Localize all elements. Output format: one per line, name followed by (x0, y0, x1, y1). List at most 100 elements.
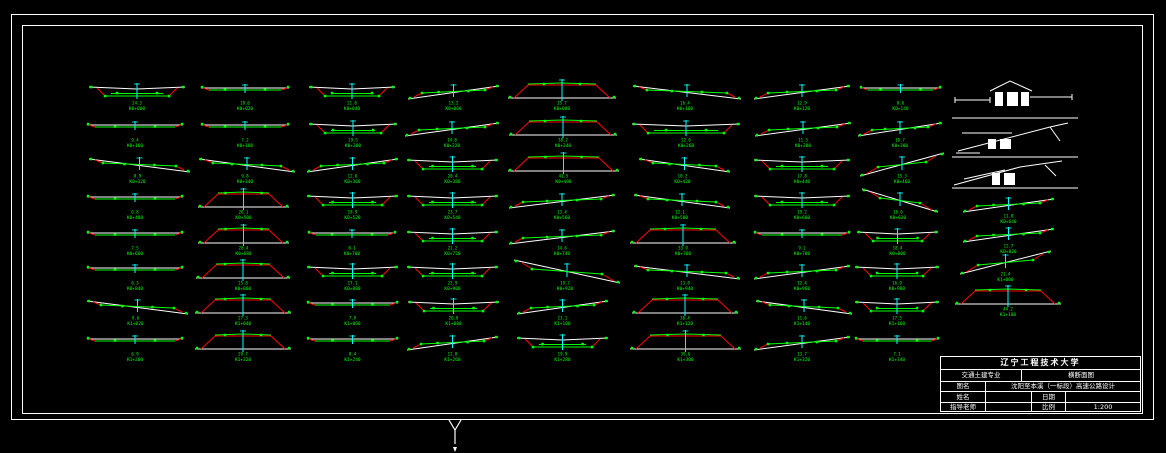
cross-section[interactable]: 8.1K0+700 (304, 222, 400, 260)
cross-section[interactable]: 12.6K0+360 (303, 150, 402, 188)
cross-section[interactable]: 20.4K0+380 (403, 150, 502, 188)
cross-section[interactable]: 12.8K1+260 (403, 328, 502, 366)
cross-section[interactable]: 18.9K0+520 (303, 186, 402, 224)
cross-section[interactable]: 19.5K0+200 (305, 114, 401, 152)
cross-section[interactable]: 35.7K0+080 (504, 77, 620, 115)
cross-section[interactable]: 16.9K0+980 (851, 257, 943, 295)
svg-text:K0+660: K0+660 (127, 251, 144, 257)
cross-section[interactable]: 23.7K0+540 (403, 186, 502, 224)
svg-text:K1+180: K1+180 (1000, 312, 1017, 318)
svg-text:9.2: 9.2 (798, 246, 806, 251)
cross-section[interactable]: 13.1K1+100 (513, 292, 612, 330)
cross-section[interactable]: 10.7K0+300 (854, 114, 946, 152)
svg-text:12.9: 12.9 (797, 101, 807, 106)
cross-section[interactable]: 6.8K0+480 (83, 186, 187, 224)
cross-section[interactable]: 18.6K0+020 (197, 77, 293, 115)
cross-section[interactable]: 33.9K0+760 (626, 222, 740, 260)
cross-section[interactable]: 11.6K1+140 (750, 292, 854, 330)
cross-section[interactable]: 25.8K0+860 (192, 257, 294, 295)
cross-section[interactable]: 36.4K1+120 (628, 292, 742, 330)
cross-section[interactable]: 26.1K0+500 (194, 186, 293, 224)
drawing-name-label: 图名 (956, 382, 970, 391)
name-label: 姓名 (956, 392, 970, 401)
cross-section[interactable]: 12.1K0+580 (628, 186, 732, 224)
svg-text:K1+020: K1+020 (127, 321, 144, 327)
cross-section[interactable]: 44.2K1+180 (951, 283, 1065, 321)
cross-section[interactable]: 24.3K0+000 (85, 77, 189, 115)
cross-section[interactable]: 11.8K0+640 (959, 190, 1058, 228)
advisor-value (985, 403, 1031, 411)
cross-section[interactable]: 17.8K0+440 (750, 150, 854, 188)
cross-section[interactable]: 6.3K0+840 (83, 257, 187, 295)
svg-text:6.8: 6.8 (131, 210, 139, 215)
cross-section[interactable]: 21.8K0+040 (305, 77, 399, 115)
cross-section[interactable]: 38.2K0+240 (505, 114, 621, 152)
svg-text:K0+900: K0+900 (444, 286, 461, 292)
cross-section[interactable]: 27.3K1+040 (191, 292, 295, 330)
svg-text:K1+220: K1+220 (235, 357, 252, 363)
svg-text:K0+640: K0+640 (1000, 219, 1017, 225)
cross-section[interactable]: 12.4K0+960 (750, 257, 854, 295)
cross-section[interactable]: 7.2K0+180 (197, 114, 293, 152)
cross-section[interactable]: 41.5K0+400 (504, 150, 623, 188)
cross-section[interactable]: 20.8K1+080 (404, 292, 503, 330)
cross-section[interactable]: 21.2K0+720 (403, 222, 502, 260)
cross-section[interactable]: 13.2K0+060 (404, 77, 503, 115)
cross-section[interactable]: 10.2K0+420 (633, 150, 732, 188)
cross-section[interactable]: 9.4K0+160 (83, 114, 187, 152)
svg-text:K1+060: K1+060 (344, 321, 361, 327)
svg-text:K0+360: K0+360 (344, 179, 361, 185)
svg-text:28.4: 28.4 (238, 246, 248, 251)
cross-section[interactable]: 28.4K0+680 (194, 222, 293, 260)
cross-section[interactable]: 39.6K1+300 (626, 328, 745, 366)
cross-section[interactable]: 21.4K1+000 (956, 248, 1055, 286)
cross-section[interactable]: 18.4K0+800 (853, 222, 942, 260)
cross-section[interactable]: 19.2K0+600 (750, 186, 854, 224)
svg-text:K0+460: K0+460 (894, 179, 911, 185)
cross-section[interactable]: 12.7K0+820 (959, 220, 1058, 258)
svg-text:K0+420: K0+420 (674, 179, 691, 185)
cross-section[interactable]: 7.9K1+060 (303, 292, 402, 330)
svg-text:K1+200: K1+200 (127, 357, 144, 363)
svg-text:24.3: 24.3 (132, 101, 142, 106)
cross-section[interactable]: 6.9K1+200 (83, 328, 187, 366)
cross-section[interactable]: 17.5K1+160 (851, 292, 943, 330)
cross-section[interactable]: 9.2K0+780 (750, 222, 854, 260)
svg-text:K0+860: K0+860 (235, 286, 252, 292)
cross-section[interactable]: 19.7K0+920 (508, 257, 622, 295)
cross-section[interactable]: 14.8K0+220 (401, 114, 503, 152)
svg-text:K1+260: K1+260 (444, 357, 461, 363)
cross-section[interactable]: 9.6K1+020 (81, 292, 190, 330)
svg-text:K0+120: K0+120 (794, 106, 811, 112)
cross-section[interactable]: 12.9K0+120 (750, 77, 854, 115)
cross-section[interactable]: 16.6K0+620 (856, 186, 940, 224)
cross-section[interactable]: 16.4K0+100 (627, 77, 743, 115)
cross-section[interactable]: 15.3K0+460 (856, 150, 948, 188)
cross-section[interactable]: 11.3K0+280 (751, 114, 855, 152)
cross-section[interactable]: 7.1K1+340 (851, 328, 943, 366)
cross-section[interactable]: 19.9K1+280 (513, 328, 612, 366)
svg-text:9.4: 9.4 (131, 138, 139, 143)
svg-text:16.9: 16.9 (892, 281, 902, 286)
cross-section[interactable]: 8.4K1+240 (303, 328, 402, 366)
svg-text:K1+140: K1+140 (794, 321, 811, 327)
svg-text:35.7: 35.7 (557, 101, 567, 106)
cross-section[interactable]: 13.7K1+320 (750, 328, 854, 366)
svg-text:K0+300: K0+300 (892, 143, 909, 149)
cross-section[interactable]: 8.9K0+320 (83, 150, 192, 188)
cross-section[interactable]: 29.7K1+220 (191, 328, 295, 366)
cross-section[interactable]: 17.1K0+880 (303, 257, 402, 295)
cross-section[interactable]: 13.8K0+940 (628, 257, 742, 295)
cross-section[interactable]: 22.6K0+260 (628, 114, 744, 152)
svg-text:K0+680: K0+680 (235, 251, 252, 257)
cross-section[interactable]: 14.6K0+740 (505, 222, 619, 260)
cross-section[interactable]: 7.5K0+660 (83, 222, 187, 260)
svg-text:K0+200: K0+200 (345, 143, 362, 149)
cross-section[interactable]: 13.4K0+560 (505, 186, 619, 224)
cross-section[interactable]: 22.9K0+900 (403, 257, 502, 295)
svg-text:K0+940: K0+940 (677, 286, 694, 292)
cross-section[interactable]: 9.8K0+340 (193, 150, 297, 188)
svg-text:7.5: 7.5 (131, 246, 139, 251)
cross-section[interactable]: 8.6K0+140 (856, 77, 945, 115)
